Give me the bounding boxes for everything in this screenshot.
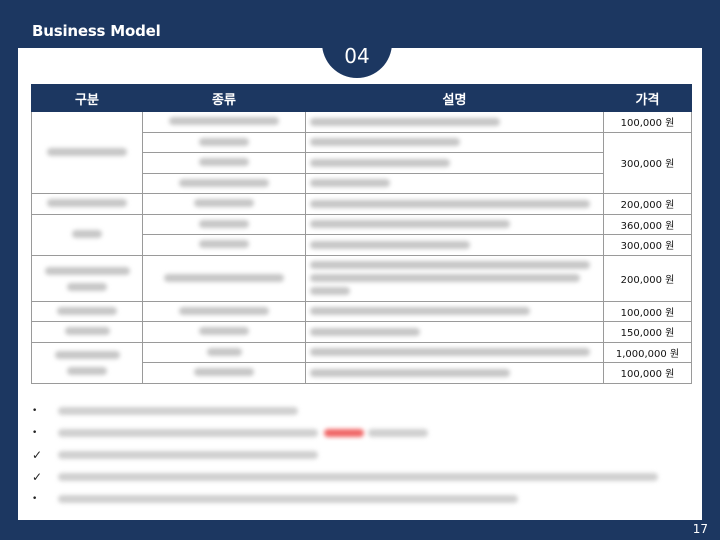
- type-cell: [142, 254, 306, 302]
- description-cell: [305, 321, 604, 343]
- price-cell: 150,000 원: [603, 321, 692, 343]
- page-title: Business Model: [32, 22, 161, 40]
- redacted-note: [58, 429, 318, 437]
- list-item: •: [32, 488, 682, 510]
- list-item: ✓: [32, 466, 682, 488]
- bullet-marker: •: [32, 406, 38, 416]
- header-category: 구분: [31, 84, 143, 112]
- bullet-marker: •: [32, 428, 38, 438]
- description-cell: [305, 152, 604, 174]
- category-cell: [31, 321, 143, 343]
- price-cell: 300,000 원: [603, 234, 692, 256]
- check-icon: ✓: [32, 448, 43, 462]
- redacted-note: [368, 429, 428, 437]
- redacted-note: [58, 495, 518, 503]
- table-header-row: 구분 종류 설명 가격: [31, 84, 692, 112]
- category-cell: [31, 193, 143, 215]
- type-cell: [142, 193, 306, 215]
- table-row: 200,000 원: [31, 193, 692, 215]
- redacted-note: [58, 451, 318, 459]
- category-cell: [31, 254, 143, 302]
- table-row: 100,000 원: [31, 111, 692, 194]
- notes-list: • • ✓ ✓ •: [32, 400, 682, 510]
- category-cell: [31, 213, 143, 256]
- description-cell: [305, 341, 604, 363]
- category-cell: [31, 300, 143, 322]
- price-cell: 200,000 원: [603, 193, 692, 215]
- description-cell: [305, 362, 604, 384]
- type-cell: [142, 300, 306, 322]
- description-cell: [305, 234, 604, 256]
- redacted-note: [58, 473, 658, 481]
- type-cell: [142, 172, 306, 194]
- table-row: 100,000 원: [32, 362, 692, 384]
- price-cell: 200,000 원: [603, 254, 692, 302]
- table-row: 100,000 원: [31, 300, 692, 322]
- table-row: 200,000 원: [31, 254, 692, 302]
- description-cell: [305, 172, 604, 194]
- type-cell: [142, 362, 306, 384]
- category-cell: [31, 111, 143, 194]
- description-cell: [305, 213, 604, 235]
- price-cell: 100,000 원: [603, 111, 692, 133]
- type-cell: [142, 152, 306, 174]
- type-cell: [142, 341, 306, 363]
- header-description: 설명: [305, 84, 604, 112]
- check-icon: ✓: [32, 470, 43, 484]
- type-cell: [142, 111, 306, 133]
- price-cell: 100,000 원: [603, 362, 692, 384]
- table-row: [32, 172, 692, 194]
- table-row: 300,000 원: [32, 131, 692, 194]
- header-type: 종류: [142, 84, 306, 112]
- type-cell: [142, 131, 306, 153]
- pricing-table: 구분 종류 설명 가격 100,000 원 300,000 원: [31, 84, 692, 384]
- table-row: 360,000 원: [31, 213, 692, 256]
- table-row: 1,000,000 원: [31, 341, 692, 384]
- list-item: •: [32, 422, 682, 444]
- description-cell: [305, 131, 604, 153]
- page-number: 17: [692, 522, 708, 536]
- list-item: •: [32, 400, 682, 422]
- description-cell: [305, 193, 604, 215]
- price-cell: 100,000 원: [603, 300, 692, 322]
- redacted-highlight: [324, 429, 364, 437]
- price-cell: 360,000 원: [603, 213, 692, 235]
- description-cell: [305, 254, 604, 302]
- table-row: 150,000 원: [31, 321, 692, 343]
- type-cell: [142, 213, 306, 235]
- description-cell: [305, 111, 604, 133]
- list-item: ✓: [32, 444, 682, 466]
- price-cell: 300,000 원: [603, 131, 692, 194]
- bullet-marker: •: [32, 494, 38, 504]
- type-cell: [142, 234, 306, 256]
- price-cell: 1,000,000 원: [603, 341, 692, 363]
- category-cell: [31, 341, 143, 384]
- header-price: 가격: [603, 84, 692, 112]
- description-cell: [305, 300, 604, 322]
- type-cell: [142, 321, 306, 343]
- redacted-note: [58, 407, 298, 415]
